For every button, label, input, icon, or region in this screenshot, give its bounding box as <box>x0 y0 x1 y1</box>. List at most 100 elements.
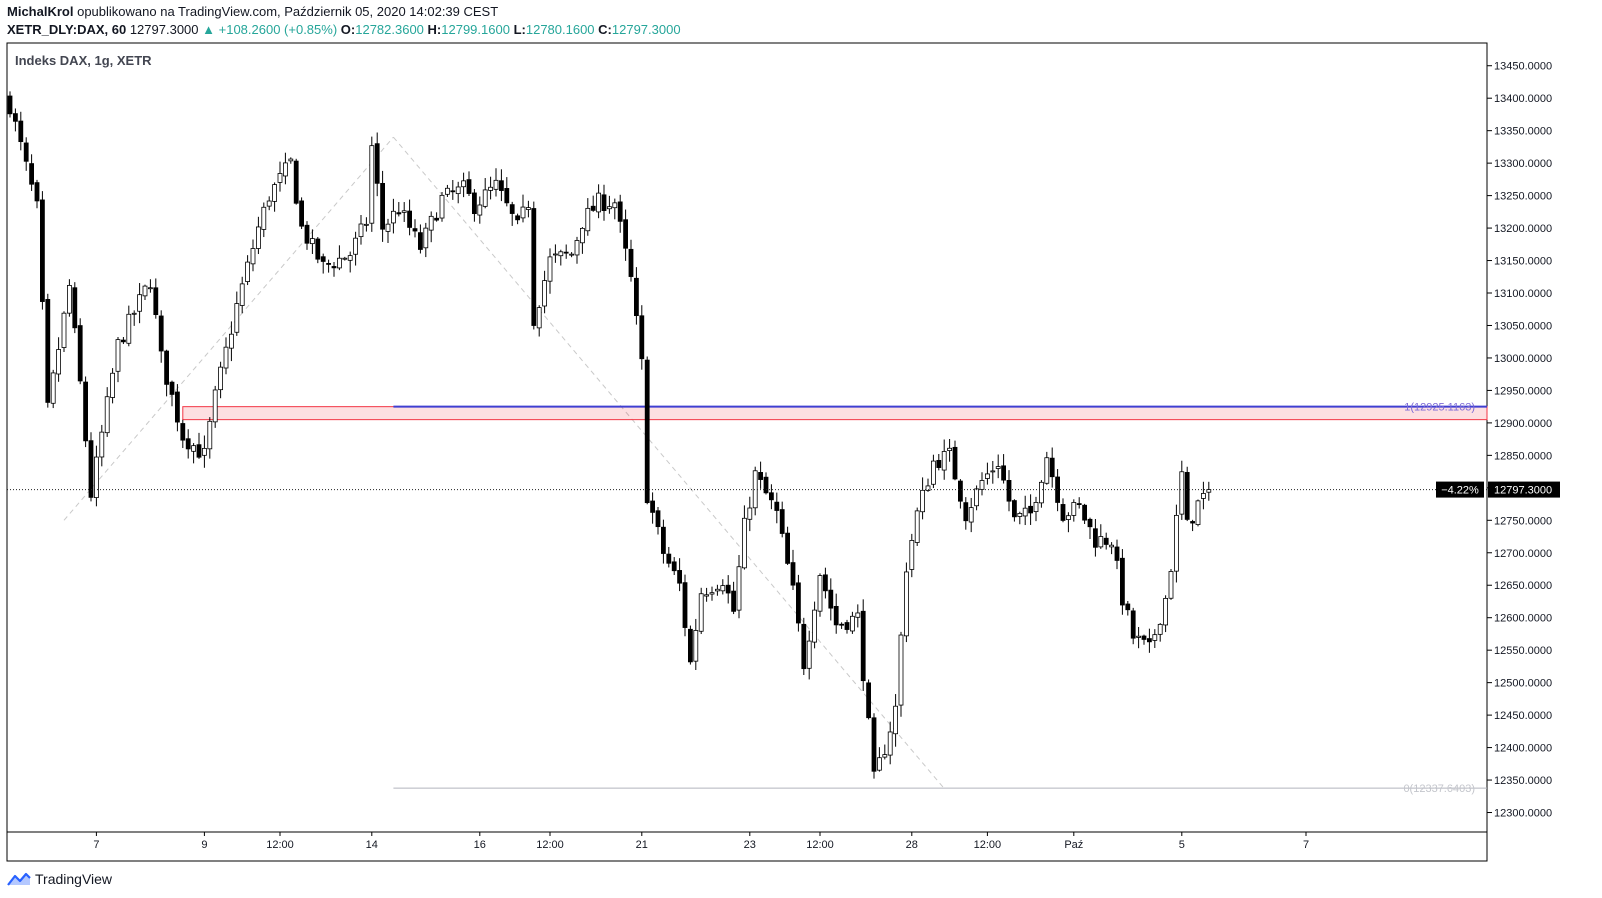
symbol-label[interactable]: XETR_DLY:DAX, 60 <box>7 22 127 37</box>
candle-body <box>887 731 893 756</box>
y-tick-label: 12350.0000 <box>1494 775 1552 787</box>
candle-body <box>77 325 83 382</box>
y-tick-label: 13300.0000 <box>1494 158 1552 170</box>
candle-body <box>174 391 180 423</box>
candle-body <box>1179 471 1185 515</box>
y-tick-label: 13100.0000 <box>1494 288 1552 300</box>
candle-body <box>1120 557 1125 606</box>
candle-body <box>650 500 655 513</box>
candle-body <box>309 238 315 245</box>
candle-body <box>850 615 855 632</box>
candle-body <box>1195 500 1201 525</box>
resistance-zone[interactable] <box>182 406 1488 421</box>
candle-body <box>374 143 380 184</box>
x-tick-label: 5 <box>1179 839 1185 851</box>
candle-body <box>1184 472 1190 520</box>
publication-info: MichalKrol opublikowano na TradingView.c… <box>7 4 498 19</box>
candle-body <box>1163 597 1168 626</box>
candle-body <box>137 294 143 312</box>
candle-body <box>61 312 67 348</box>
candle-body <box>1136 635 1141 638</box>
candle-body <box>509 204 515 214</box>
candle-body <box>580 227 585 244</box>
fib-trend-line[interactable] <box>393 136 945 789</box>
candle-body <box>380 182 386 230</box>
candle-body <box>131 312 137 315</box>
author-name[interactable]: MichalKrol <box>7 4 74 19</box>
candle-body <box>666 553 672 564</box>
candle-body <box>434 217 440 221</box>
candle-body <box>266 200 272 207</box>
candle-body <box>985 473 990 479</box>
candle-body <box>7 95 13 115</box>
candle-body <box>212 389 218 423</box>
candle-body <box>223 346 229 369</box>
candle-body <box>925 485 931 491</box>
candle-body <box>423 227 429 249</box>
candle-body <box>563 251 569 254</box>
candle-body <box>995 466 1001 469</box>
candle-body <box>45 299 51 403</box>
candle-body <box>396 212 402 215</box>
candle-body <box>99 431 105 458</box>
x-tick-label: 9 <box>201 839 207 851</box>
candle-body <box>1049 457 1055 478</box>
candle-body <box>736 566 742 611</box>
candle-body <box>898 634 904 706</box>
candle-body <box>439 194 445 219</box>
candle-body <box>698 593 704 632</box>
y-tick-label: 13350.0000 <box>1494 126 1552 138</box>
y-tick-label: 13150.0000 <box>1494 256 1552 268</box>
plot-frame <box>6 42 1488 862</box>
candle-body <box>1076 503 1082 505</box>
candle-body <box>1152 634 1158 641</box>
candle-body <box>158 315 164 352</box>
candle-body <box>779 509 785 534</box>
candle-body <box>245 261 251 282</box>
candle-body <box>607 206 612 210</box>
y-tick-label: 12600.0000 <box>1494 613 1552 625</box>
candle-body <box>617 201 623 222</box>
candle-body <box>542 280 547 307</box>
candle-body <box>612 202 618 209</box>
candle-body <box>390 210 396 224</box>
candle-body <box>493 179 499 190</box>
candle-body <box>1130 610 1136 639</box>
candle-body <box>590 205 596 211</box>
fib-level-0-label: 0(12337.6403) <box>1403 783 1475 795</box>
low-label: L: <box>513 22 526 37</box>
candle-body <box>455 186 461 195</box>
candle-body <box>12 113 18 122</box>
y-tick-label: 12500.0000 <box>1494 678 1552 690</box>
x-tick-label: 12:00 <box>974 839 1002 851</box>
candle-body <box>958 480 963 502</box>
candle-body <box>585 207 591 232</box>
candle-body <box>877 757 882 771</box>
chart-title: Indeks DAX, 1g, XETR <box>15 53 152 68</box>
candle-body <box>806 640 812 669</box>
candle-body <box>1087 518 1093 528</box>
candle-body <box>126 313 132 344</box>
candle-body <box>1103 537 1109 545</box>
candle-body <box>634 277 639 317</box>
candle-body <box>147 287 153 290</box>
candle-body <box>677 570 682 584</box>
candle-body <box>920 489 925 513</box>
candle-body <box>553 253 558 256</box>
tradingview-brand[interactable]: TradingView <box>7 871 112 887</box>
candle-body <box>169 381 175 395</box>
candle-body <box>655 510 661 528</box>
y-tick-label: 13450.0000 <box>1494 61 1552 73</box>
candle-body <box>828 589 834 609</box>
candle-body <box>1071 502 1077 516</box>
y-tick-label: 12700.0000 <box>1494 548 1552 560</box>
candle-body <box>974 488 979 507</box>
candle-body <box>639 315 645 360</box>
candle-body <box>180 423 186 441</box>
candle-body <box>682 582 688 628</box>
fib-trend-line[interactable] <box>63 136 394 521</box>
candle-body <box>234 303 240 333</box>
candle-body <box>1066 515 1071 520</box>
x-tick-label: 12:00 <box>536 839 564 851</box>
